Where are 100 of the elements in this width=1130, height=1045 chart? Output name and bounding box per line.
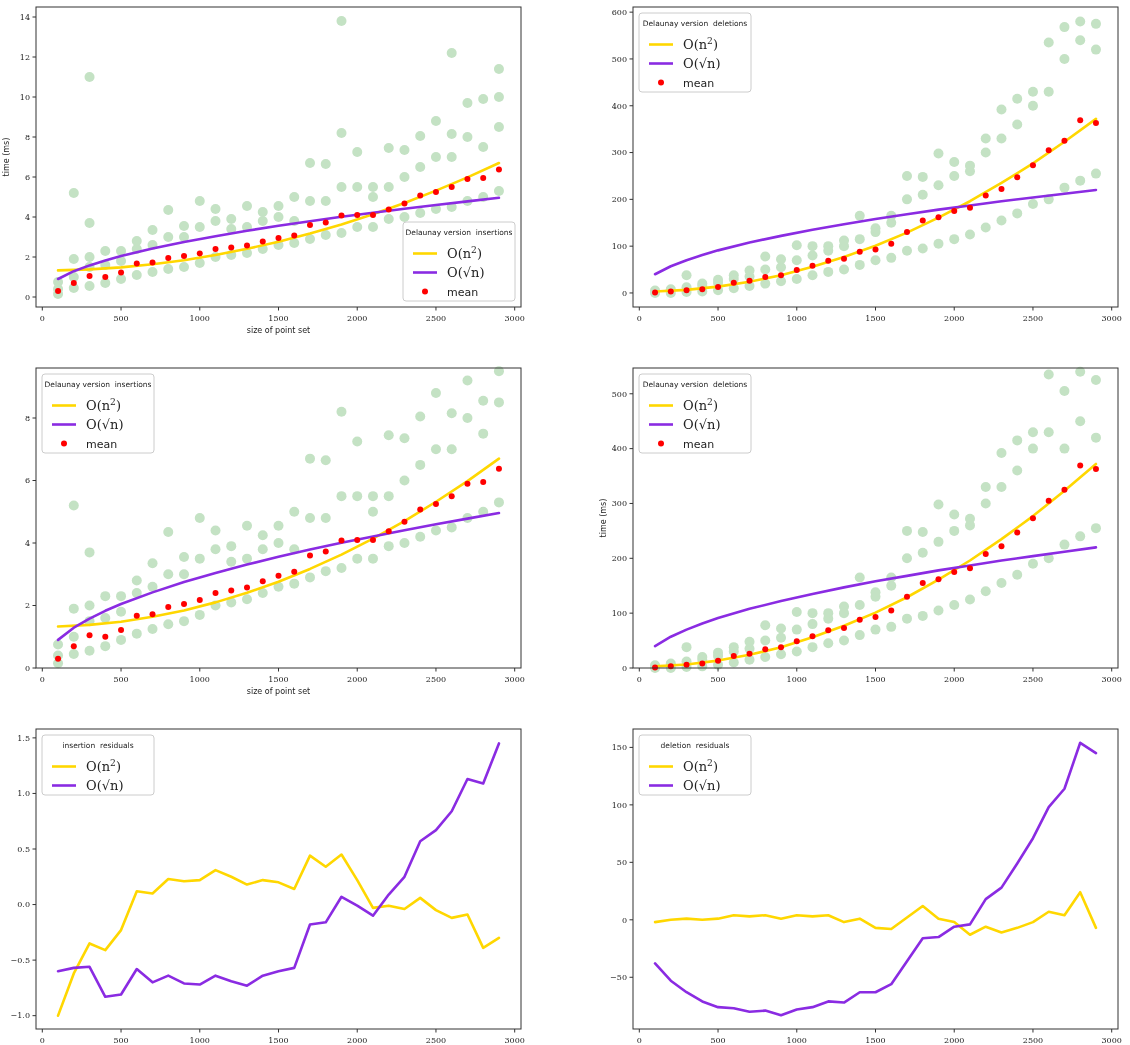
point <box>809 262 816 269</box>
y-tick-label: 200 <box>611 554 627 564</box>
point <box>244 242 251 249</box>
point <box>762 646 769 653</box>
point <box>212 246 219 252</box>
y-tick-label: 150 <box>611 743 627 753</box>
point <box>228 244 235 251</box>
point <box>322 219 329 226</box>
line-series <box>56 742 501 999</box>
point <box>903 593 910 600</box>
point <box>872 614 879 620</box>
point <box>212 590 219 596</box>
y-axis-title: time (ms) <box>2 137 11 177</box>
point <box>275 572 282 579</box>
legend-label: O(√n) <box>447 265 485 280</box>
x-tick-label: 500 <box>710 675 726 684</box>
point <box>244 584 251 591</box>
point <box>778 644 785 651</box>
y-tick-label: −50 <box>610 973 627 983</box>
point <box>417 192 424 199</box>
point <box>70 643 77 650</box>
point <box>448 184 455 190</box>
point <box>338 537 345 544</box>
point <box>1061 486 1068 493</box>
y-tick-label: 100 <box>611 241 627 251</box>
y-tick-label: 50 <box>616 858 627 868</box>
point <box>793 267 800 274</box>
point <box>118 269 125 276</box>
point <box>793 638 800 645</box>
point <box>1077 462 1084 469</box>
point <box>699 286 706 293</box>
y-tick-label: 8 <box>24 132 30 142</box>
point <box>228 587 235 594</box>
point <box>181 600 188 607</box>
x-tick-label: 1000 <box>189 675 210 684</box>
y-tick-label: 2 <box>24 601 30 611</box>
x-tick-label: 0 <box>39 675 45 684</box>
point <box>809 633 816 640</box>
x-tick-label: 1000 <box>786 1036 807 1045</box>
y-tick-label: 6 <box>24 172 30 182</box>
point <box>715 283 722 290</box>
x-tick-label: 1000 <box>189 1036 210 1045</box>
point <box>1077 117 1084 124</box>
y-tick-label: 200 <box>611 195 627 205</box>
x-tick-label: 500 <box>113 1036 129 1045</box>
y-axis-title: time (ms) <box>599 498 608 538</box>
y-tick-label: 4 <box>24 538 30 548</box>
point <box>951 569 958 576</box>
point <box>133 612 140 619</box>
y-tick-label: 100 <box>611 800 627 810</box>
x-tick-label: 1500 <box>865 675 886 684</box>
y-tick-label: 0 <box>621 663 627 673</box>
point <box>982 550 989 557</box>
x-tick-label: 0 <box>636 675 642 684</box>
point <box>354 536 361 543</box>
x-tick-label: 1500 <box>268 314 289 323</box>
point <box>432 500 439 507</box>
x-tick-label: 0 <box>39 314 45 323</box>
y-tick-label: 6 <box>24 476 30 486</box>
point <box>196 250 203 257</box>
y-tick-label: 1.0 <box>17 789 30 799</box>
y-tick-label: 500 <box>611 389 627 399</box>
y-tick-label: 500 <box>611 54 627 64</box>
y-tick-label: 400 <box>611 101 627 111</box>
x-axis-title: size of point set <box>246 687 311 696</box>
point <box>259 238 266 245</box>
x-tick-label: 3000 <box>1101 675 1122 684</box>
point <box>495 465 502 472</box>
x-tick-label: 2000 <box>944 314 965 323</box>
legend-label: O(n$^{2}$) <box>683 397 718 413</box>
legend-label: O(√n) <box>683 778 721 793</box>
point <box>464 176 471 182</box>
legend-label: mean <box>683 77 715 90</box>
point <box>903 229 910 236</box>
point <box>385 206 392 213</box>
point <box>291 568 298 575</box>
point <box>1092 120 1099 127</box>
y-tick-label: 1.5 <box>17 733 30 743</box>
x-tick-label: 1500 <box>865 1036 886 1045</box>
point <box>1029 515 1036 522</box>
point <box>1014 174 1021 181</box>
legend-label: mean <box>683 438 715 451</box>
y-tick-label: 0.5 <box>17 844 30 854</box>
x-tick-label: 3000 <box>504 314 525 323</box>
x-tick-label: 2000 <box>347 314 368 323</box>
line-series <box>56 457 501 628</box>
y-tick-label: 4 <box>24 212 30 222</box>
x-tick-label: 2000 <box>347 675 368 684</box>
legend-label: O(√n) <box>86 778 124 793</box>
line-series <box>56 853 501 1017</box>
x-tick-label: 1000 <box>786 675 807 684</box>
legend-label: O(n$^{2}$) <box>683 758 718 774</box>
point <box>306 552 313 559</box>
x-tick-label: 3000 <box>504 1036 525 1045</box>
point <box>935 576 942 583</box>
point <box>951 208 958 215</box>
point <box>778 272 785 279</box>
y-tick-label: 8 <box>24 413 30 423</box>
x-tick-label: 1500 <box>865 314 886 323</box>
point <box>259 578 266 585</box>
